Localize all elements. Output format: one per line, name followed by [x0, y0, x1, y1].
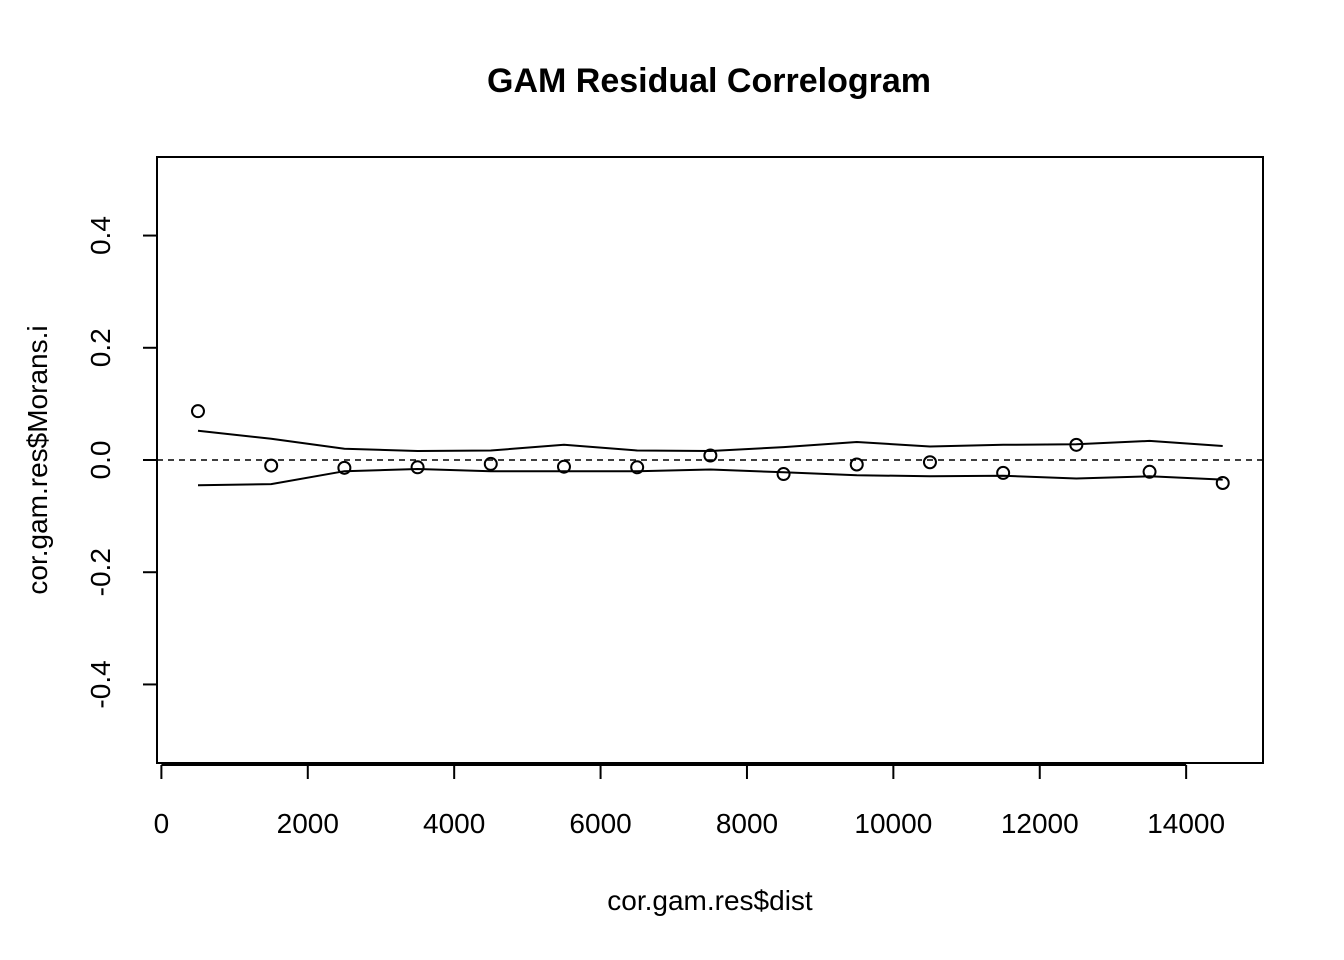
x-tick-label: 10000	[854, 808, 932, 839]
y-tick-label: 0.4	[85, 216, 116, 255]
x-tick-label: 0	[154, 808, 170, 839]
data-point	[483, 456, 498, 471]
data-point	[410, 460, 425, 475]
y-axis-label: cor.gam.res$Morans.i	[22, 325, 53, 594]
data-point	[337, 460, 352, 475]
x-tick-label: 12000	[1001, 808, 1079, 839]
x-tick-label: 14000	[1147, 808, 1225, 839]
x-tick-label: 4000	[423, 808, 485, 839]
data-point	[849, 457, 864, 472]
lower-envelope-line	[197, 467, 1223, 487]
y-tick-label: 0.0	[85, 441, 116, 480]
x-axis-label: cor.gam.res$dist	[607, 885, 813, 916]
x-axis: 0 2000 4000 6000 8000 10000 12000 14000	[154, 764, 1225, 839]
data-point	[1215, 476, 1230, 491]
x-tick-label: 8000	[716, 808, 778, 839]
data-point	[776, 467, 791, 482]
data-point	[1142, 464, 1157, 479]
upper-envelope-line	[197, 429, 1223, 453]
data-point	[922, 455, 937, 470]
data-point	[190, 404, 205, 419]
y-tick-label: -0.2	[85, 548, 116, 596]
y-tick-label: -0.4	[85, 660, 116, 708]
chart-title: GAM Residual Correlogram	[487, 62, 931, 100]
data-point	[996, 465, 1011, 480]
y-axis: -0.4 -0.2 0.0 0.2 0.4	[85, 216, 158, 709]
data-point	[264, 458, 279, 473]
data-point	[556, 459, 571, 474]
plot-area	[157, 404, 1263, 491]
data-point	[630, 460, 645, 475]
x-tick-label: 2000	[277, 808, 339, 839]
y-tick-label: 0.2	[85, 328, 116, 367]
data-point	[703, 448, 718, 463]
x-tick-label: 6000	[569, 808, 631, 839]
